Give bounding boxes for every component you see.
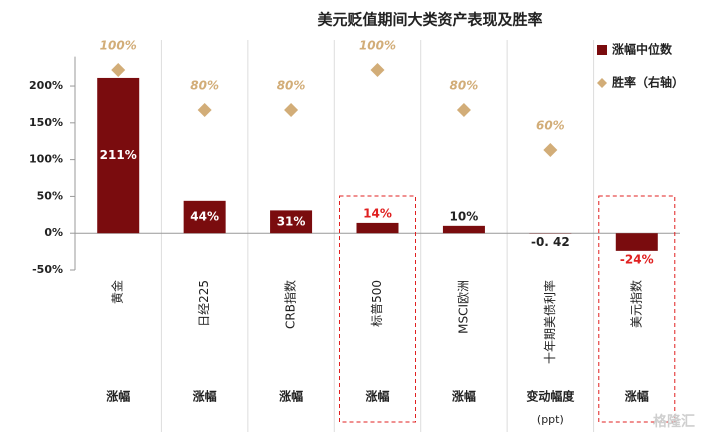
legend-label: 涨幅中位数	[612, 42, 673, 57]
watermark: 格隆汇	[653, 413, 695, 430]
diamond-marker	[284, 103, 299, 117]
data-label: -24%	[620, 252, 654, 266]
category-label: CRB指数	[283, 280, 298, 329]
bar	[97, 77, 140, 234]
category-label: 黄金	[110, 280, 125, 304]
row-label: 变动幅度	[526, 389, 575, 404]
data-label: 10%	[450, 209, 479, 223]
highlight-box	[339, 195, 416, 423]
y-tick-label: 0%	[44, 226, 63, 239]
row-label: 涨幅	[625, 389, 649, 404]
win-rate-label: 80%	[450, 79, 479, 93]
y-tick-label: -50%	[32, 263, 63, 276]
diamond-marker	[543, 143, 558, 157]
bar	[270, 210, 313, 234]
win-rate-label: 60%	[536, 119, 565, 133]
win-rate-label: 100%	[100, 39, 137, 53]
bar	[615, 233, 658, 251]
category-label: 十年期美债利率	[542, 280, 557, 364]
highlight-box	[598, 195, 676, 423]
category-label: MSCI欧洲	[456, 280, 470, 334]
row-label: 涨幅	[365, 389, 389, 404]
y-tick-label: 200%	[29, 79, 63, 92]
row-sublabel: (ppt)	[537, 413, 564, 426]
data-label: -0. 42	[531, 235, 570, 249]
diamond-marker	[111, 63, 126, 77]
y-tick-label: 150%	[29, 116, 63, 129]
win-rate-label: 80%	[190, 79, 219, 93]
win-rate-label: 80%	[277, 79, 306, 93]
bar	[442, 225, 485, 234]
data-label: 44%	[190, 210, 219, 224]
y-tick-label: 100%	[29, 153, 63, 166]
category-label: 美元指数	[628, 280, 643, 328]
row-label: 涨幅	[106, 389, 130, 404]
data-label: 211%	[100, 148, 137, 162]
category-label: 标普500	[370, 280, 384, 327]
y-tick-label: 50%	[37, 189, 63, 202]
row-label: 涨幅	[452, 389, 476, 404]
category-label: 日经225	[197, 280, 211, 327]
row-label: 涨幅	[193, 389, 217, 404]
diamond-marker	[197, 103, 212, 117]
legend-label: 胜率（右轴）	[612, 75, 684, 90]
chart-title: 美元贬值期间大类资产表现及胜率	[317, 11, 542, 29]
diamond-marker	[456, 103, 471, 117]
data-label: 31%	[277, 214, 306, 228]
legend-swatch	[597, 78, 607, 88]
bar	[183, 200, 226, 234]
row-label: 涨幅	[279, 389, 303, 404]
win-rate-label: 100%	[359, 39, 396, 53]
diamond-marker	[370, 63, 385, 77]
legend-swatch	[597, 45, 607, 55]
data-label: 14%	[363, 206, 392, 220]
bar	[356, 222, 399, 234]
